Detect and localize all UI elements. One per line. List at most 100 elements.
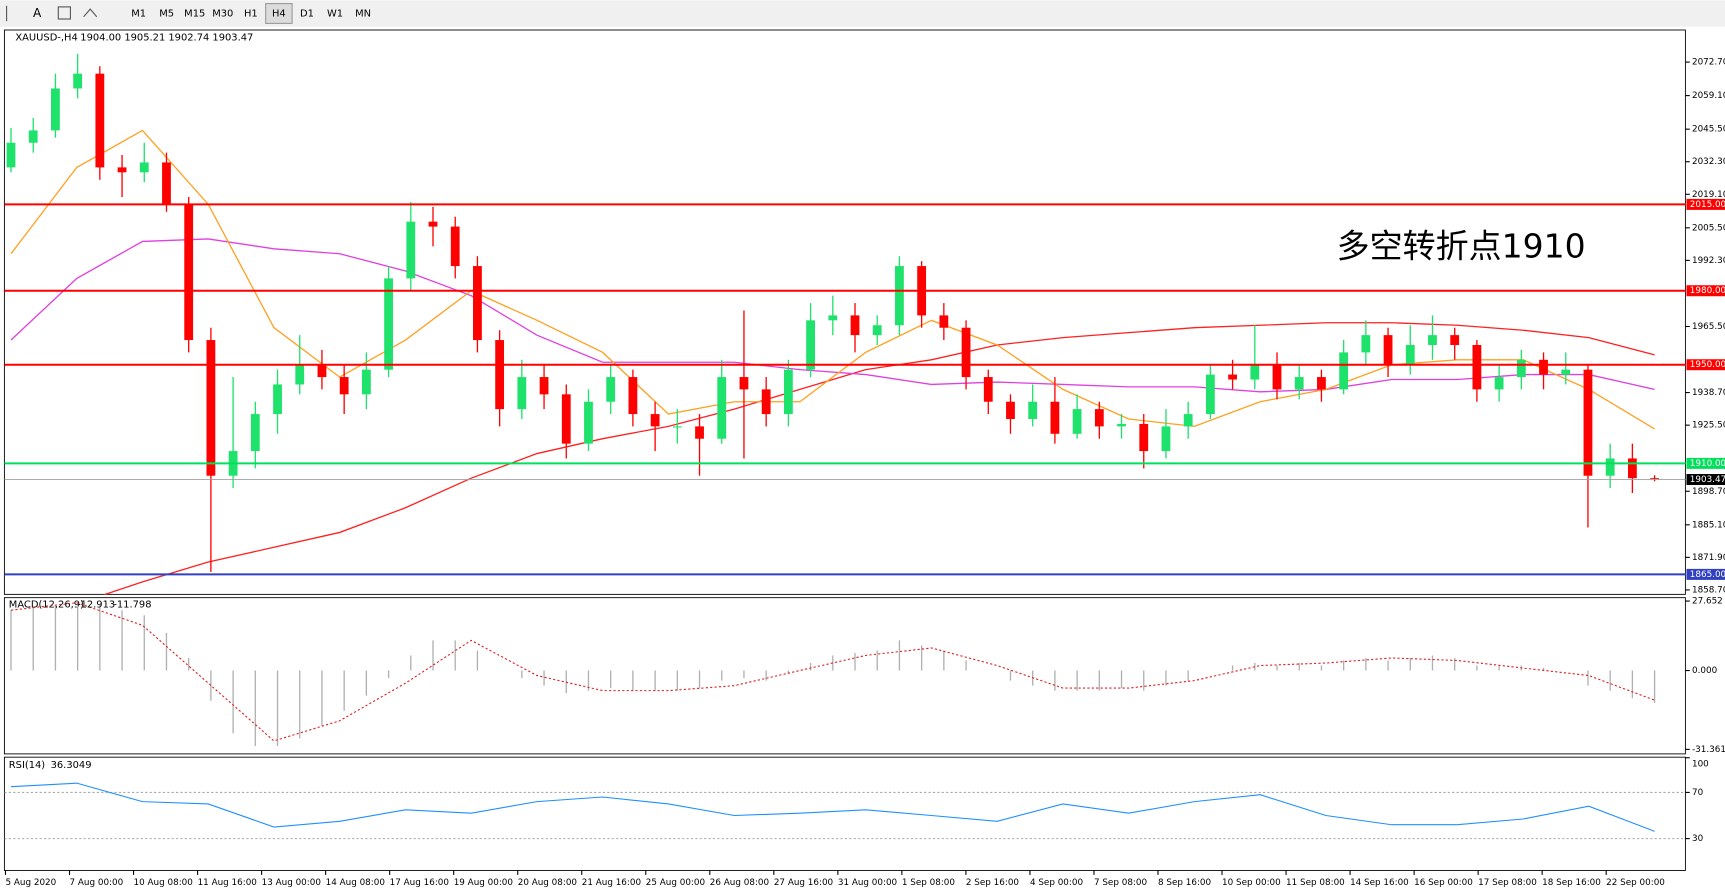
candle-body	[806, 320, 815, 370]
level-label: 1910.00	[1690, 459, 1725, 469]
toolbar-icons: A	[6, 5, 98, 22]
x-tick-label: 17 Aug 16:00	[390, 878, 450, 888]
candle-body	[406, 221, 416, 279]
timeframe-label[interactable]: W1	[327, 8, 343, 19]
candle-body	[1050, 401, 1060, 434]
candle-body	[561, 394, 571, 444]
candle-body	[250, 414, 260, 452]
current-price-label: 1903.47	[1690, 475, 1725, 485]
candle-body	[473, 266, 482, 341]
shapes-icon[interactable]	[83, 8, 98, 18]
candle-body	[539, 377, 549, 395]
ohlc-label: 1904.00 1905.21 1902.74 1903.47	[80, 33, 253, 44]
rsi-y-tick-label: 70	[1692, 788, 1704, 798]
candle-body	[295, 364, 305, 385]
timeframe-button[interactable]	[237, 3, 265, 24]
candle-body	[384, 278, 393, 370]
candle-body	[828, 315, 838, 321]
candle-body	[1539, 359, 1548, 375]
macd-y-tick-label: -31.361	[1692, 745, 1725, 755]
x-tick-label: 16 Sep 00:00	[1414, 878, 1473, 888]
moving-average	[10, 129, 1655, 430]
symbol-label: XAUUSD-,H4	[15, 33, 77, 44]
x-tick-label: 18 Sep 16:00	[1542, 878, 1601, 888]
timeframe-button[interactable]	[125, 3, 152, 24]
candle-body	[1405, 344, 1415, 365]
candle-body	[1516, 359, 1526, 378]
timeframe-button[interactable]	[153, 3, 180, 24]
label-tool-icon[interactable]	[57, 6, 71, 20]
candle-body	[28, 130, 38, 143]
timeframe-button[interactable]	[265, 3, 293, 24]
timeframe-label[interactable]: H1	[244, 8, 258, 19]
candle-body	[672, 426, 682, 428]
candle-body	[1583, 369, 1593, 476]
candle-body	[650, 414, 660, 427]
candle-body	[584, 401, 593, 444]
candle-body	[1317, 377, 1326, 390]
candle-body	[317, 364, 327, 378]
x-tick-label: 4 Sep 00:00	[1030, 878, 1084, 888]
annotation: 多空转折点1910	[1337, 226, 1586, 265]
candle-body	[1006, 401, 1015, 419]
timeframe-label[interactable]: M1	[131, 8, 146, 19]
candle-body	[51, 88, 60, 131]
timeframe-label[interactable]: M15	[184, 8, 205, 19]
timeframe-label[interactable]: H4	[272, 8, 286, 19]
timeframe-label[interactable]: M5	[159, 8, 174, 19]
x-tick-label: 19 Aug 00:00	[454, 878, 514, 888]
x-tick-label: 10 Aug 08:00	[134, 878, 194, 888]
rsi-y-tick-label: 100	[1692, 759, 1709, 769]
candle-body	[850, 315, 860, 336]
macd-signal-line	[10, 602, 1655, 742]
candle-body	[1139, 423, 1149, 452]
timeframe-label[interactable]: D1	[300, 8, 314, 19]
timeframe-button[interactable]	[321, 3, 349, 24]
candle-body	[961, 327, 971, 378]
y-tick-label: 2059.10	[1692, 91, 1725, 101]
candle-body	[1094, 409, 1104, 427]
candle-body	[117, 167, 127, 173]
timeframe-button[interactable]	[349, 3, 377, 24]
timeframe-label[interactable]: M30	[212, 8, 233, 19]
y-tick-label: 1992.30	[1692, 256, 1725, 266]
x-tick-label: 17 Sep 08:00	[1478, 878, 1537, 888]
level-tag	[1686, 359, 1725, 371]
candle-body	[1450, 335, 1460, 345]
y-tick-label: 1858.70	[1692, 585, 1725, 595]
y-tick-label: 1938.70	[1692, 388, 1725, 398]
level-tag	[1686, 285, 1725, 297]
candle-body	[628, 377, 638, 415]
candle-body	[184, 204, 194, 341]
y-tick-label: 1871.90	[1692, 553, 1725, 563]
candle-body	[983, 377, 993, 402]
plot-layer	[6, 53, 1659, 595]
timeframe-button[interactable]	[209, 3, 236, 24]
candle-body	[428, 221, 438, 227]
candle-body	[361, 369, 371, 395]
timeframe-label[interactable]: MN	[355, 8, 371, 19]
level-tag	[1686, 568, 1725, 580]
level-tag	[1686, 198, 1725, 210]
x-tick-label: 14 Aug 08:00	[326, 878, 386, 888]
candle-body	[1205, 374, 1215, 415]
x-tick-label: 11 Aug 16:00	[198, 878, 258, 888]
candle-body	[6, 142, 16, 168]
macd-signal-value: -11.798	[113, 599, 151, 610]
level-label: 1980.00	[1690, 286, 1725, 296]
text-tool-icon[interactable]: A	[33, 6, 42, 20]
x-tick-label: 11 Sep 08:00	[1286, 878, 1345, 888]
timeframe-button[interactable]	[293, 3, 321, 24]
candle-body	[1472, 344, 1482, 390]
timeframe-button[interactable]	[181, 3, 208, 24]
macd-y-tick-label: 27.652	[1692, 597, 1723, 607]
candle-body	[95, 73, 105, 168]
main-panel	[3, 29, 1686, 595]
x-tick-label: 7 Sep 08:00	[1094, 878, 1148, 888]
candle-body	[1561, 369, 1571, 375]
y-tick-label: 1925.50	[1692, 421, 1725, 431]
x-tick-label: 13 Aug 00:00	[262, 878, 322, 888]
candle-body	[1228, 374, 1237, 380]
candle-body	[1294, 377, 1304, 390]
candle-body	[1428, 335, 1437, 345]
